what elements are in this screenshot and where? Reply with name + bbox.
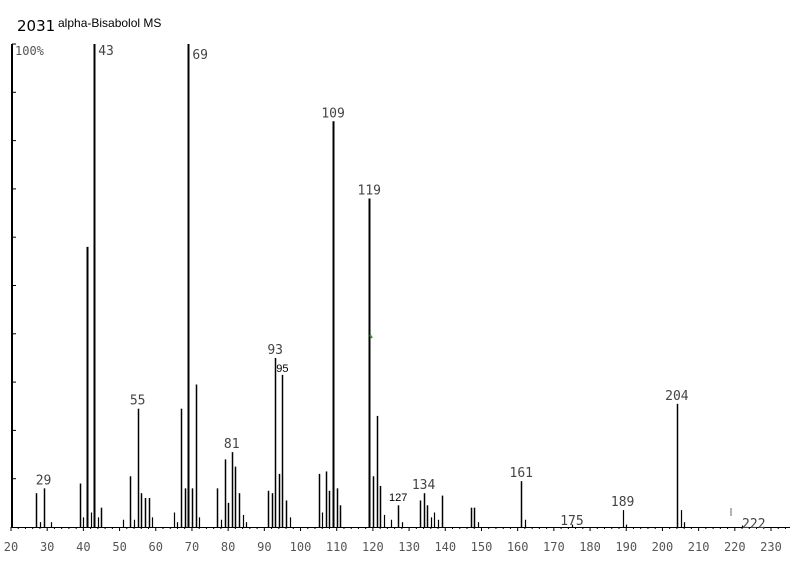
- x-tick-label: 210: [688, 540, 710, 554]
- x-tick-label: 40: [76, 540, 90, 554]
- peak-label: 175: [560, 514, 583, 529]
- x-tick-label: 160: [507, 540, 529, 554]
- y-max-label: 100%: [15, 44, 45, 58]
- peak-label: 95: [276, 363, 288, 375]
- peak-label: 134: [412, 478, 436, 493]
- x-tick-label: 190: [615, 540, 637, 554]
- peak-label: 222: [742, 517, 765, 532]
- chart-title: alpha-Bisabolol MS: [58, 16, 161, 30]
- x-tick-label: 140: [434, 540, 456, 554]
- x-tick-label: 90: [257, 540, 271, 554]
- peak-label: 161: [510, 466, 533, 481]
- peak-label: 43: [98, 44, 114, 59]
- x-tick-label: 150: [471, 540, 493, 554]
- x-tick-label: 60: [149, 540, 163, 554]
- peak-label: 189: [611, 495, 634, 510]
- peak-label: 127: [389, 492, 407, 504]
- x-tick-label: 100: [290, 540, 312, 554]
- x-tick-label: 30: [40, 540, 54, 554]
- spectrum-peaks: [35, 44, 744, 527]
- peak-labels: 29 43 55 69 81 93 95 109 119 127 134 161 175 189 204 22…: [36, 44, 766, 532]
- peak-label: 204: [665, 389, 689, 404]
- peak-label: 93: [267, 343, 283, 358]
- peak-label: 119: [358, 184, 381, 199]
- x-tick-label: 110: [326, 540, 348, 554]
- peak-label: 69: [192, 48, 208, 63]
- peak-label: 81: [224, 437, 240, 452]
- x-tick-label: 220: [724, 540, 746, 554]
- x-tick-label: 120: [362, 540, 384, 554]
- compound-id: 2031: [17, 17, 55, 35]
- x-axis: 20 30 40 50 60 70 80 90 100 110 120 130 140 150 160 170…: [4, 527, 790, 554]
- x-tick-label: 130: [398, 540, 420, 554]
- peak-label: 29: [36, 473, 52, 488]
- x-tick-label: 20: [4, 540, 18, 554]
- x-tick-label: 180: [579, 540, 601, 554]
- green-marker: [369, 334, 373, 339]
- x-tick-label: 50: [112, 540, 126, 554]
- x-tick-label: 230: [760, 540, 782, 554]
- x-tick-label: 200: [652, 540, 674, 554]
- peak-label: 55: [130, 394, 146, 409]
- y-axis: 100%: [11, 43, 45, 527]
- x-tick-label: 70: [185, 540, 199, 554]
- x-tick-label: 80: [221, 540, 235, 554]
- peak-label: 109: [321, 106, 344, 121]
- x-tick-label: 170: [543, 540, 565, 554]
